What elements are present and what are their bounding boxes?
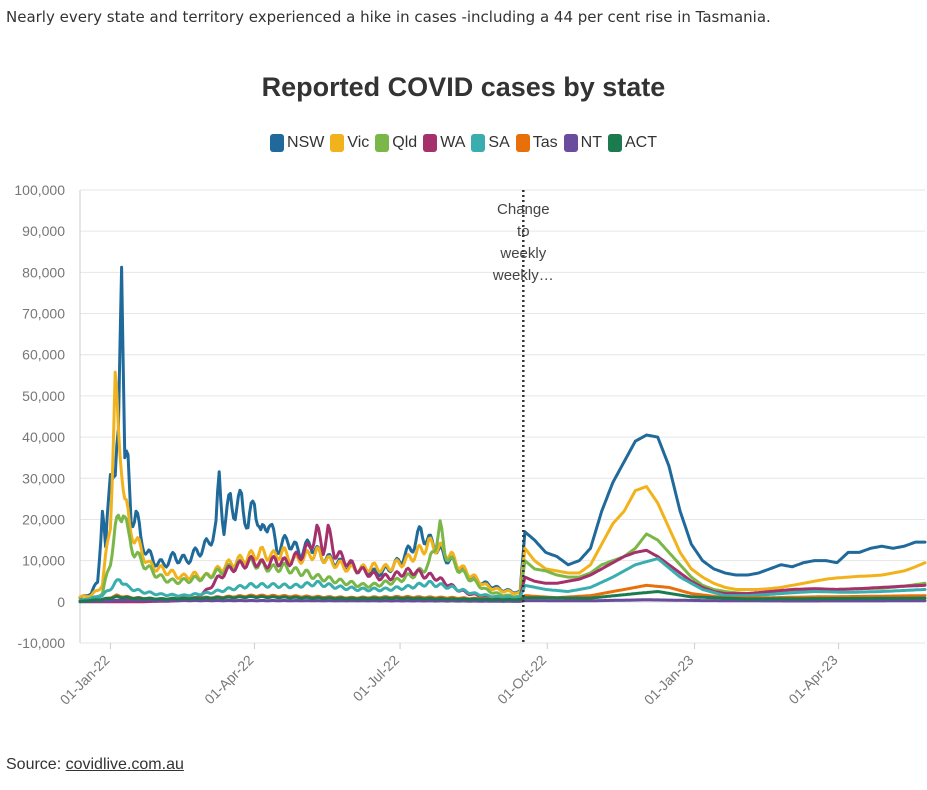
x-tick-label: 01-Apr-22 (201, 652, 256, 707)
y-tick-label: 100,000 (14, 182, 65, 198)
legend-swatch-tas (515, 134, 530, 152)
x-axis: 01-Jan-22 01-Apr-22 01-Jul-22 01-Oct-22 01-J… (57, 643, 841, 708)
annotation-label: weekly… (492, 267, 554, 284)
legend-swatch-vic (330, 134, 345, 152)
y-tick-label: 70,000 (22, 306, 65, 322)
y-tick-label: 30,000 (22, 470, 65, 486)
legend-item-sa[interactable]: SA (471, 134, 510, 152)
x-tick-label: 01-Apr-23 (785, 652, 840, 707)
legend-swatch-act (607, 134, 622, 152)
annotation-label: Change (497, 201, 550, 218)
series-line-sa (78, 557, 927, 603)
x-tick-label: 01-Jul-22 (350, 652, 403, 705)
y-tick-label: 80,000 (22, 264, 65, 280)
x-tick-label: 01-Jan-23 (641, 652, 697, 708)
legend-label-act: ACT (624, 134, 657, 151)
chart-series (78, 265, 927, 604)
y-tick-label: 90,000 (22, 223, 65, 239)
legend-label-qld: Qld (392, 134, 418, 151)
legend-item-act[interactable]: ACT (607, 134, 657, 152)
y-tick-label: 0 (57, 594, 65, 610)
series-line-nt (78, 598, 927, 604)
legend-swatch-sa (471, 134, 486, 152)
legend-swatch-nsw (270, 134, 285, 152)
legend-item-nt[interactable]: NT (563, 134, 602, 152)
legend-swatch-nt (563, 134, 578, 152)
series-line-act (78, 590, 927, 603)
y-tick-label: 20,000 (22, 511, 65, 527)
legend-item-tas[interactable]: Tas (515, 134, 558, 152)
legend-label-vic: Vic (347, 134, 370, 151)
legend-label-nsw: NSW (287, 134, 325, 151)
y-tick-label: -10,000 (18, 635, 66, 651)
chart-title: Reported COVID cases by state (261, 72, 666, 102)
y-tick-label: 60,000 (22, 347, 65, 363)
annotation-label: weekly (499, 245, 546, 262)
annotation-label: to (517, 223, 530, 240)
legend-label-wa: WA (440, 134, 466, 151)
legend-swatch-qld (375, 134, 390, 152)
weekly-change-annotation: Change to weekly weekly… (492, 190, 554, 643)
y-tick-label: 10,000 (22, 553, 65, 569)
legend-item-vic[interactable]: Vic (330, 134, 369, 152)
y-axis: -10,000 0 10,000 20,000 30,000 40,000 50,000 60… (14, 182, 81, 651)
y-tick-label: 50,000 (22, 388, 65, 404)
legend-item-nsw[interactable]: NSW (270, 134, 324, 152)
chart-legend: NSW Vic Qld WA SA Tas NT ACT (0, 134, 927, 152)
legend-label-nt: NT (580, 134, 602, 151)
source-label: Source: (6, 756, 62, 773)
source-line: Source: covidlive.com.au (6, 756, 184, 774)
legend-item-wa[interactable]: WA (423, 134, 465, 152)
source-link[interactable]: covidlive.com.au (65, 756, 184, 773)
legend-item-qld[interactable]: Qld (375, 134, 417, 152)
x-tick-label: 01-Oct-22 (494, 652, 549, 707)
legend-label-tas: Tas (532, 134, 558, 151)
x-tick-label: 01-Jan-22 (57, 652, 113, 708)
y-tick-label: 40,000 (22, 429, 65, 445)
series-line-nsw (78, 265, 927, 600)
intro-text: Nearly every state and territory experie… (6, 8, 771, 26)
legend-label-sa: SA (488, 134, 510, 151)
legend-swatch-wa (423, 134, 438, 152)
series-line-vic (78, 370, 927, 599)
chart-plot: -10,000 0 10,000 20,000 30,000 40,000 50,000 60… (14, 182, 927, 708)
